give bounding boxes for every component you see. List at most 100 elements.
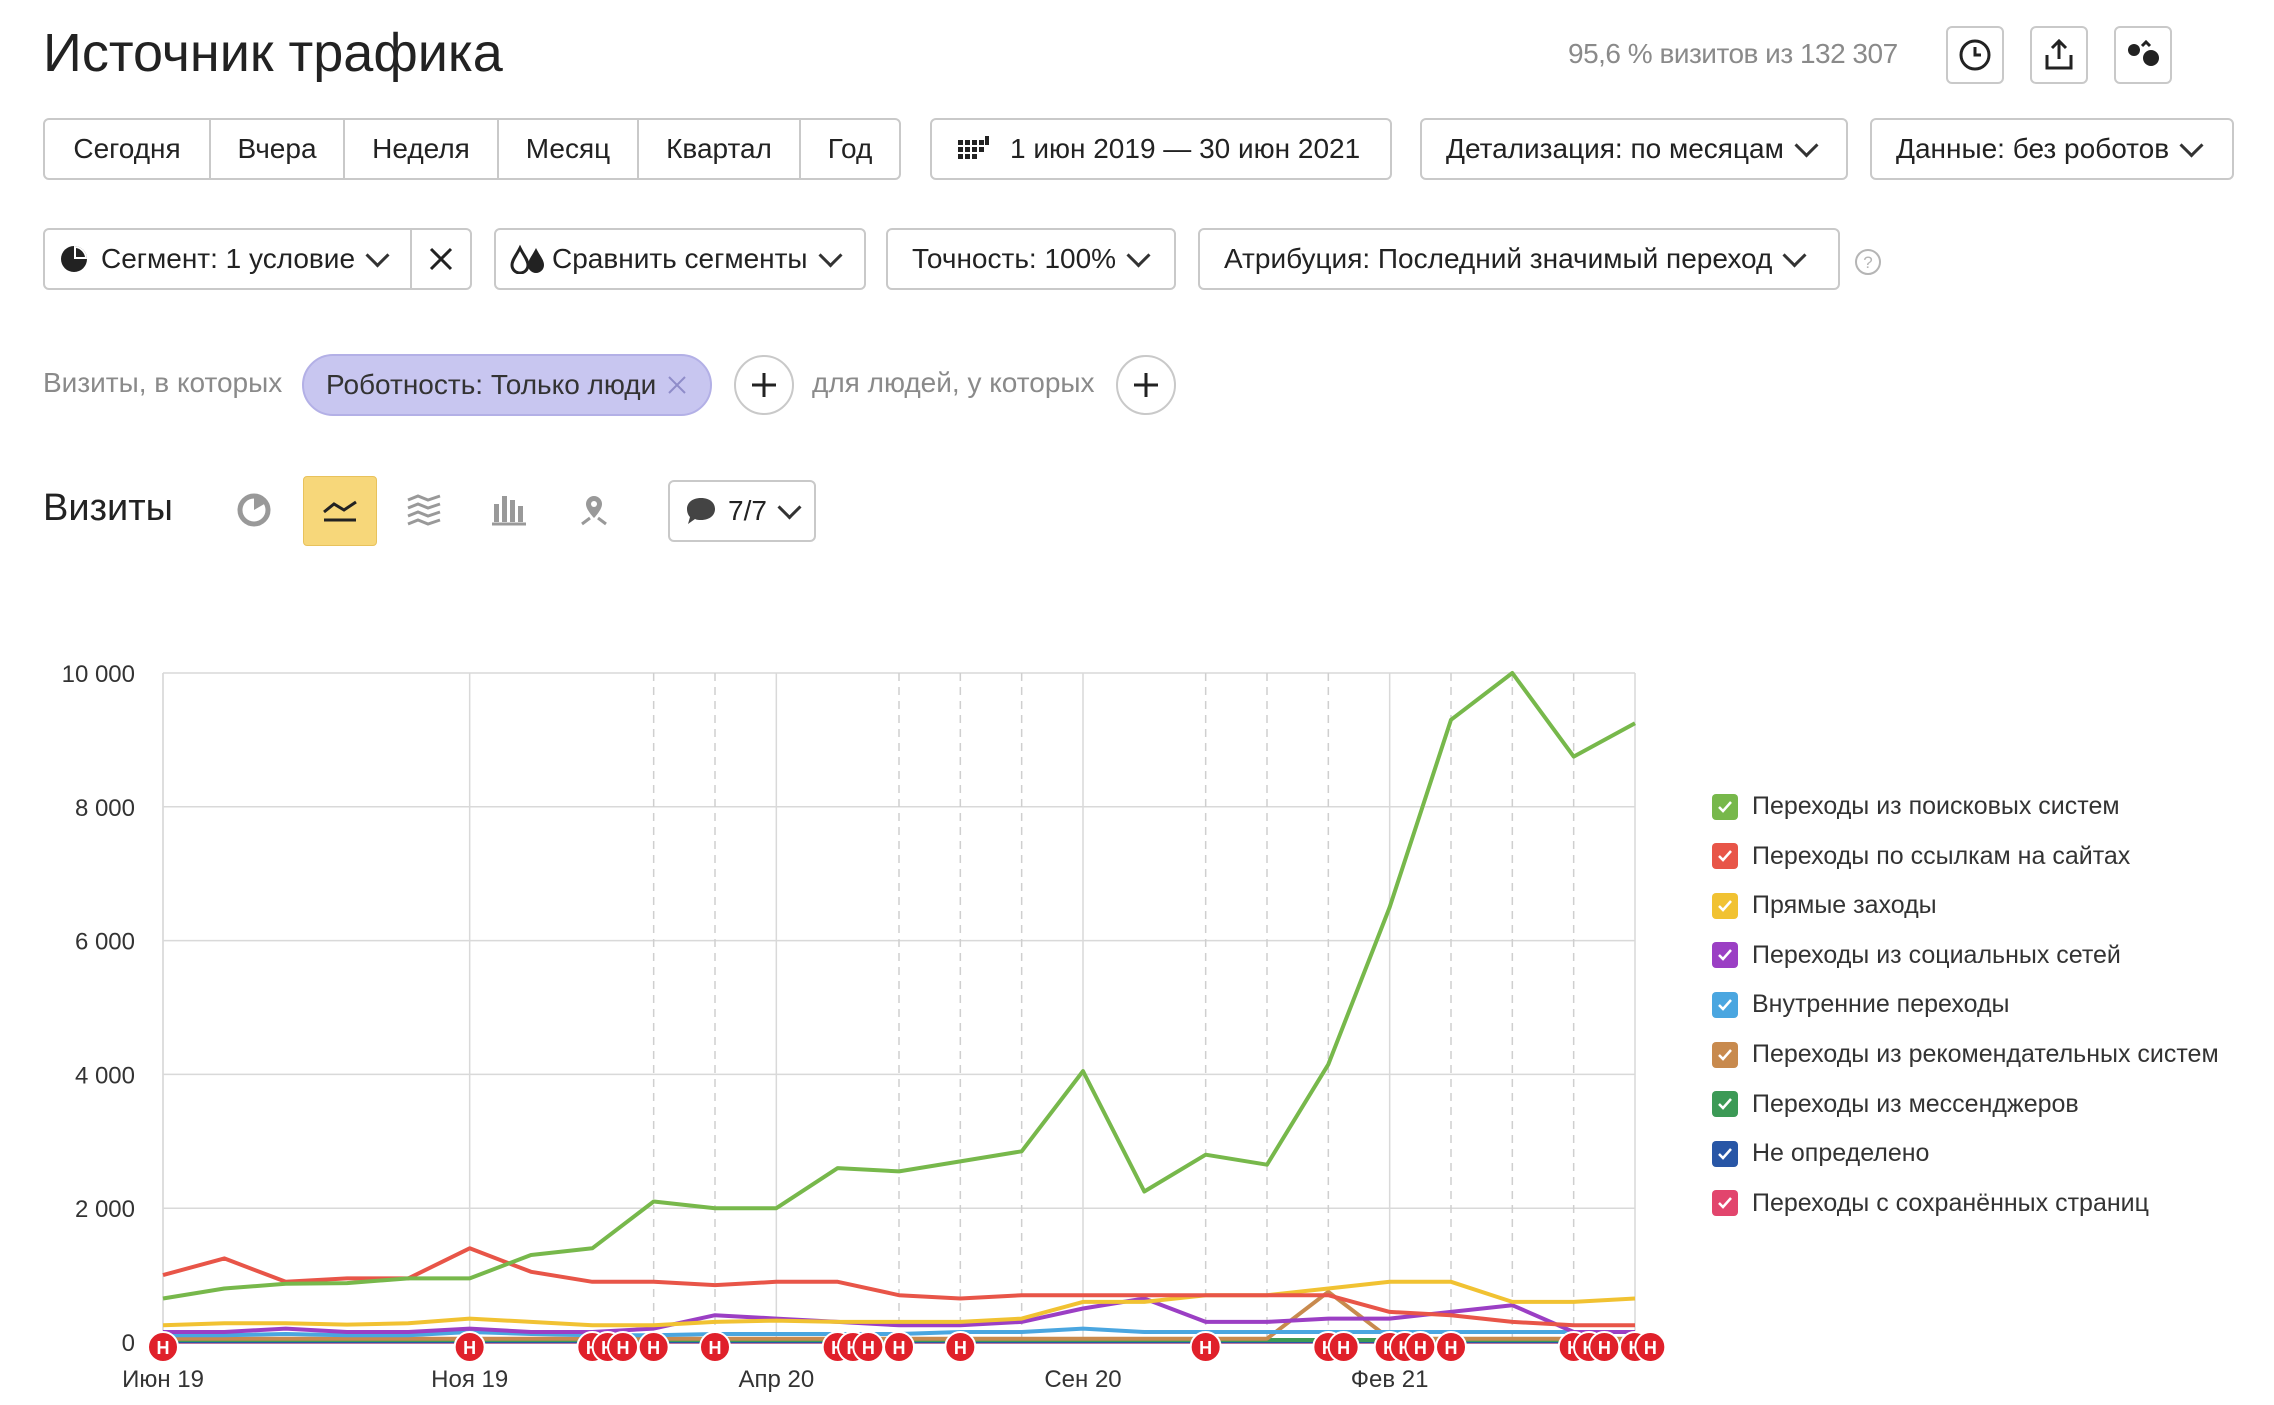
legend-checkbox[interactable]: [1712, 892, 1738, 919]
y-tick-label: 2 000: [75, 1196, 135, 1223]
chevron-down-icon: [777, 494, 802, 520]
check-icon: [1718, 949, 1732, 962]
svg-text:Н: Н: [862, 1338, 875, 1358]
date-range-button[interactable]: 1 июн 2019 — 30 июн 2021: [930, 118, 1392, 180]
check-icon: [1718, 1147, 1732, 1160]
y-tick-label: 4 000: [75, 1062, 135, 1089]
pie-chart-icon: [237, 493, 271, 527]
check-icon: [1718, 800, 1732, 813]
series-line-links: [162, 1246, 1635, 1328]
svg-text:Н: Н: [709, 1338, 722, 1358]
period-month-button[interactable]: Месяц: [499, 120, 639, 178]
period-yesterday-button[interactable]: Вчера: [211, 120, 345, 178]
annotation-marker: Н: [607, 1331, 639, 1363]
legend-item-links[interactable]: Переходы по ссылкам на сайтах: [1712, 842, 2130, 871]
legend-item-social[interactable]: Переходы из социальных сетей: [1712, 941, 2121, 970]
chart-type-map[interactable]: [558, 476, 630, 544]
legend-label: Внутренние переходы: [1752, 990, 2010, 1019]
legend-item-internal[interactable]: Внутренние переходы: [1712, 990, 2010, 1019]
chart-type-line[interactable]: [303, 476, 377, 546]
x-tick-label: Фев 21: [1351, 1366, 1429, 1393]
add-visit-condition-button[interactable]: [734, 355, 794, 415]
area-chart-icon: [407, 494, 441, 526]
series-line-social: [163, 1296, 1635, 1334]
legend-item-messengers[interactable]: Переходы из мессенджеров: [1712, 1090, 2079, 1119]
period-today-button[interactable]: Сегодня: [45, 120, 211, 178]
series-selector-button[interactable]: 7/7: [668, 480, 816, 542]
svg-text:?: ?: [1863, 253, 1872, 272]
history-button[interactable]: [1946, 26, 2004, 84]
legend-item-undefined[interactable]: Не определено: [1712, 1139, 1929, 1168]
add-people-condition-button[interactable]: [1116, 355, 1176, 415]
data-filter-dropdown[interactable]: Данные: без роботов: [1870, 118, 2234, 180]
export-button[interactable]: [2030, 26, 2088, 84]
bar-chart-icon: [492, 496, 526, 526]
chevron-down-icon: [1794, 132, 1819, 158]
visits-stat: 95,6 % визитов из 132 307: [1568, 38, 1898, 69]
line-chart-icon: [323, 500, 357, 522]
annotation-marker: Н: [147, 1331, 179, 1363]
svg-text:Н: Н: [617, 1338, 630, 1358]
chart-type-area[interactable]: [388, 476, 460, 544]
accuracy-label: Точность: 100%: [912, 243, 1117, 274]
period-year-button[interactable]: Год: [827, 133, 873, 164]
legend-item-direct[interactable]: Прямые заходы: [1712, 891, 1937, 920]
x-tick-label: Июн 19: [122, 1366, 204, 1393]
legend-item-search[interactable]: Переходы из поисковых систем: [1712, 792, 2120, 821]
help-icon[interactable]: ?: [1854, 248, 1882, 281]
chevron-down-icon: [2179, 132, 2204, 158]
chart-type-pie[interactable]: [218, 476, 290, 544]
clock-icon: [1959, 39, 1991, 71]
legend-label: Переходы по ссылкам на сайтах: [1752, 841, 2131, 870]
legend-checkbox[interactable]: [1712, 1041, 1738, 1068]
legend-item-recommend[interactable]: Переходы из рекомендательных систем: [1712, 1040, 2219, 1069]
series-line-search: [162, 671, 1636, 1301]
x-tick-label: Сен 20: [1044, 1366, 1121, 1393]
compare-segments-button[interactable]: Сравнить сегменты: [494, 228, 866, 290]
legend-checkbox[interactable]: [1712, 1140, 1738, 1167]
svg-text:Н: Н: [647, 1338, 660, 1358]
legend-checkbox[interactable]: [1712, 991, 1738, 1018]
legend-checkbox[interactable]: [1712, 843, 1738, 870]
chart-section-title: Визиты: [43, 487, 173, 529]
map-icon: [581, 496, 607, 526]
segment-label: Сегмент: 1 условие: [101, 243, 356, 274]
check-icon: [1718, 999, 1732, 1011]
legend-label: Переходы из мессенджеров: [1752, 1089, 2079, 1118]
period-week-button[interactable]: Неделя: [345, 120, 499, 178]
chart-type-bar[interactable]: [473, 476, 545, 544]
plus-icon: [1134, 373, 1158, 397]
legend-label: Переходы с сохранённых страниц: [1752, 1188, 2149, 1217]
robot-filter-chip[interactable]: Роботность: Только люди: [302, 354, 713, 416]
x-axis-ticks: Июн 19 Ноя 19 Апр 20 Сен 20 Фев 21: [122, 1366, 1428, 1393]
drops-icon: [510, 244, 544, 274]
y-tick-label: 8 000: [75, 795, 135, 822]
svg-text:Н: Н: [893, 1338, 906, 1358]
accuracy-dropdown[interactable]: Точность: 100%: [886, 228, 1176, 290]
plus-icon: [752, 373, 776, 397]
legend-item-saved[interactable]: Переходы с сохранённых страниц: [1712, 1189, 2149, 1218]
annotation-marker: Н: [453, 1331, 486, 1363]
segment-clear-button[interactable]: [410, 228, 472, 290]
legend-checkbox[interactable]: [1712, 1091, 1738, 1118]
annotation-marker: Н: [883, 1331, 915, 1363]
legend-checkbox[interactable]: [1712, 793, 1738, 820]
comment-icon: [687, 498, 715, 524]
segment-dropdown[interactable]: Сегмент: 1 условие: [43, 228, 412, 290]
legend-label: Не определено: [1752, 1139, 1930, 1168]
chip-close-icon[interactable]: [666, 374, 688, 396]
detail-dropdown[interactable]: Детализация: по месяцам: [1420, 118, 1848, 180]
period-quarter-button[interactable]: Квартал: [639, 120, 801, 178]
close-icon: [429, 247, 453, 271]
attribution-dropdown[interactable]: Атрибуция: Последний значимый переход: [1198, 228, 1840, 290]
annotation-marker: Н: [1404, 1331, 1437, 1363]
y-tick-label: 6 000: [75, 929, 135, 956]
annotation-marker: Н: [1327, 1331, 1360, 1363]
favorite-button[interactable]: [2114, 26, 2172, 84]
annotation-markers: НННННННННННННННННННННННН: [147, 1331, 1667, 1363]
legend-checkbox[interactable]: [1712, 1190, 1738, 1217]
legend-label: Переходы из поисковых систем: [1752, 792, 2120, 820]
y-axis-ticks: 0 2 000 4 000 6 000 8 000 10 000: [62, 661, 135, 1357]
legend-checkbox[interactable]: [1712, 942, 1738, 969]
compare-label: Сравнить сегменты: [552, 243, 808, 274]
